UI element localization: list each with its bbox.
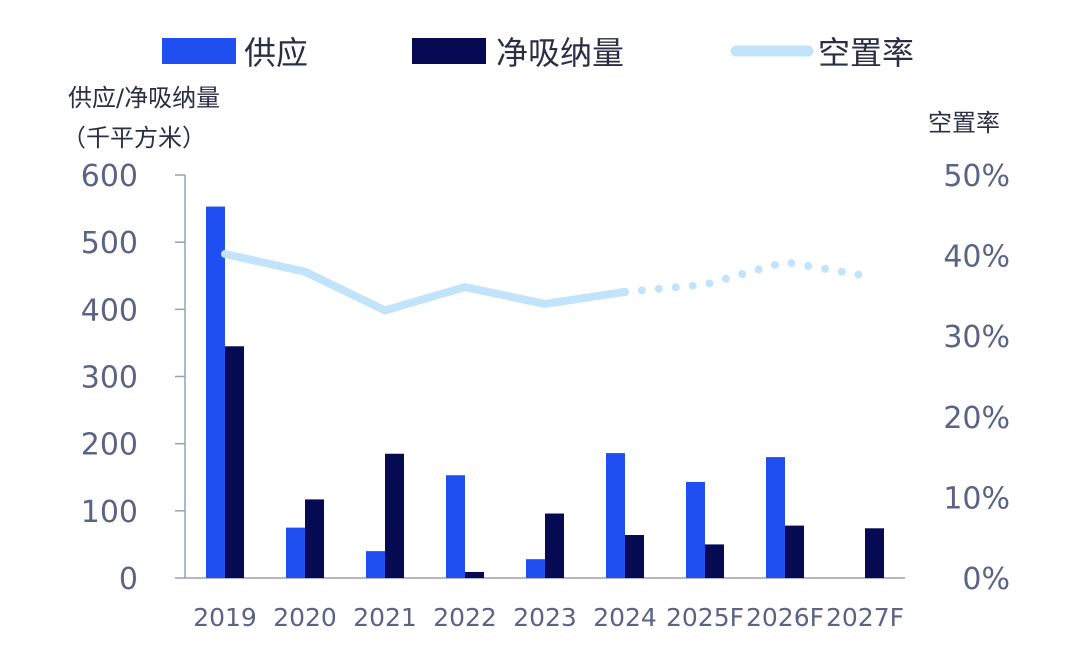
y-right-tick-label: 20% [943,401,1010,436]
bar-supply-2019 [206,206,225,578]
axes: 0 100 200 300 400 500 600 0% 10% 20% 30% 40% 50% [81,159,1010,597]
y-left-tick-label: 600 [81,159,138,194]
y-right-tick-label: 30% [943,320,1010,355]
bar-absorption-2023 [545,513,564,578]
y-right-tick-label: 50% [943,159,1010,194]
y-left-tick-label: 500 [81,226,138,261]
x-tick-label-2026F: 2026F [746,603,824,632]
bar-absorption-2024 [625,535,644,578]
y-left-tick-label: 400 [81,293,138,328]
bar-supply-2022 [446,475,465,578]
vacancy-line [221,249,869,315]
legend-swatch-absorption [412,38,486,64]
bar-absorption-2027F [865,528,884,578]
y-left-tick-label: 100 [81,495,138,530]
x-tick-label-2027F: 2027F [826,603,904,632]
bar-absorption-2026F [785,525,804,578]
bar-supply-2025F [686,481,705,578]
x-tick-label-2020: 2020 [273,603,337,632]
bar-absorption-2019 [225,346,244,578]
y-left-title-line2: （千平方米） [62,124,206,152]
y-right-tick-label: 10% [943,481,1010,516]
legend: 供应 净吸纳量 空置率 [162,34,914,72]
bar-absorption-2020 [305,499,324,578]
bar-supply-2021 [366,551,385,578]
x-tick-labels: 2019 2020 2021 2022 2023 2024 2025F 2026F 2027F [193,603,904,632]
legend-label-vacancy: 空置率 [818,34,914,72]
y-right-tick-label: 0% [962,562,1010,597]
legend-swatch-supply [162,38,236,64]
y-left-title-line1: 供应/净吸纳量 [68,84,220,112]
y-left-tick-label: 300 [81,361,138,396]
y-right-title: 空置率 [928,109,1000,137]
axis-titles: 供应/净吸纳量 （千平方米） 空置率 [62,84,1000,152]
bar-supply-2026F [766,457,785,578]
legend-label-absorption: 净吸纳量 [496,34,624,72]
bar-absorption-2025F [705,544,724,578]
x-tick-label-2024: 2024 [593,603,657,632]
x-tick-label-2025F: 2025F [666,603,744,632]
vacancy-line-forecast [621,258,869,296]
x-tick-label-2021: 2021 [353,603,417,632]
y-left-tick-label: 200 [81,428,138,463]
y-left-tick-label: 0 [119,562,138,597]
x-tick-label-2019: 2019 [193,603,257,632]
bar-supply-2023 [526,559,545,578]
x-tick-label-2022: 2022 [433,603,497,632]
bars [206,206,884,578]
legend-label-supply: 供应 [244,34,308,72]
bar-supply-2024 [606,453,625,578]
bar-supply-2020 [286,527,305,578]
y-right-tick-label: 40% [943,240,1010,275]
bar-absorption-2021 [385,453,404,578]
bar-absorption-2022 [465,571,484,578]
vacancy-line-actual [221,249,629,315]
x-tick-label-2023: 2023 [513,603,577,632]
